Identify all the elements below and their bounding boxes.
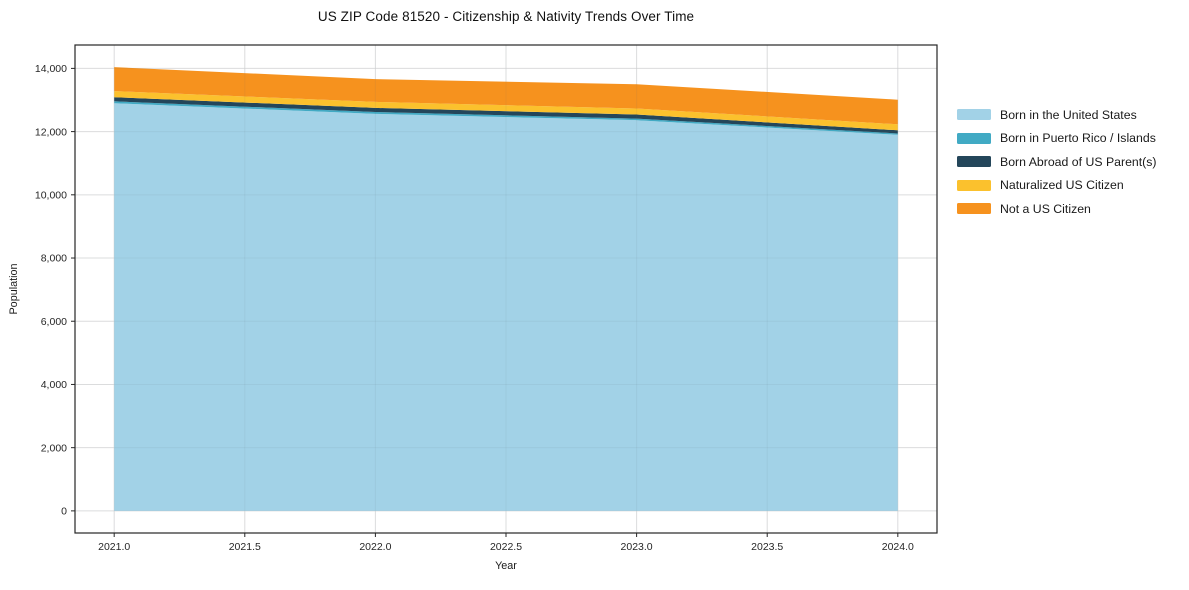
legend-item: Born in the United States [957, 103, 1157, 127]
legend-label: Naturalized US Citizen [1000, 178, 1124, 193]
y-tick-label: 12,000 [35, 126, 67, 138]
legend-item: Not a US Citizen [957, 197, 1157, 221]
legend-swatch [957, 156, 991, 168]
legend-swatch [957, 109, 991, 121]
legend-label: Born in the United States [1000, 107, 1137, 122]
legend-swatch [957, 132, 991, 144]
legend-label: Born Abroad of US Parent(s) [1000, 154, 1157, 169]
x-tick-label: 2023.5 [751, 541, 783, 553]
y-tick-label: 2,000 [41, 442, 67, 454]
x-tick-label: 2021.0 [98, 541, 130, 553]
area-series-4 [114, 67, 898, 125]
area-series-1 [114, 101, 898, 135]
x-tick-label: 2021.5 [229, 541, 261, 553]
x-tick-label: 2023.0 [621, 541, 653, 553]
legend-label: Born in Puerto Rico / Islands [1000, 131, 1156, 146]
area-series-0 [114, 103, 898, 511]
legend: Born in the United States Born in Puerto … [957, 103, 1157, 221]
legend-item: Born Abroad of US Parent(s) [957, 150, 1157, 174]
area-series-3 [114, 91, 898, 131]
area-series-2 [114, 97, 898, 134]
legend-item: Born in Puerto Rico / Islands [957, 127, 1157, 151]
y-tick-label: 4,000 [41, 379, 67, 391]
chart-title: US ZIP Code 81520 - Citizenship & Nativi… [317, 9, 695, 24]
y-tick-label: 6,000 [41, 316, 67, 328]
legend-label: Not a US Citizen [1000, 201, 1091, 216]
y-tick-label: 10,000 [35, 190, 67, 202]
legend-swatch [957, 179, 991, 191]
legend-swatch [957, 203, 991, 215]
x-tick-label: 2024.0 [882, 541, 914, 553]
x-tick-label: 2022.5 [490, 541, 522, 553]
y-axis-label: Population [8, 263, 20, 315]
y-tick-label: 0 [61, 506, 67, 518]
y-tick-label: 8,000 [41, 253, 67, 265]
y-tick-label: 14,000 [35, 63, 67, 75]
x-axis-label: Year [495, 560, 517, 572]
legend-item: Naturalized US Citizen [957, 174, 1157, 198]
x-tick-label: 2022.0 [359, 541, 391, 553]
